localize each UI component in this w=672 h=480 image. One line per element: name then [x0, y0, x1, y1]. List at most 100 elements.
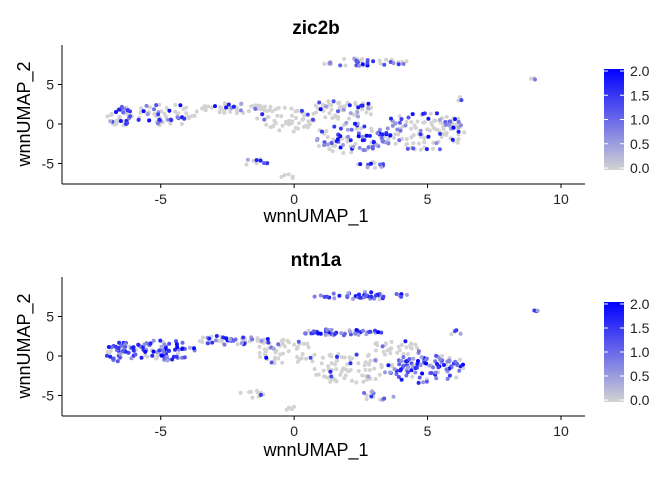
data-point	[365, 165, 370, 170]
data-point	[179, 122, 184, 126]
data-point	[356, 361, 361, 366]
data-point	[381, 350, 386, 354]
data-point	[125, 108, 130, 113]
data-point	[301, 124, 306, 129]
data-point	[354, 352, 359, 357]
data-point	[408, 345, 413, 350]
data-point	[265, 161, 270, 166]
data-point	[377, 58, 382, 63]
data-point	[326, 364, 331, 369]
legend-tick-label: 2.0	[630, 296, 650, 312]
legend-tick-label: 0.0	[630, 160, 650, 176]
data-point	[435, 362, 439, 366]
data-point	[447, 122, 452, 127]
data-point	[342, 355, 347, 360]
data-point	[458, 364, 463, 369]
data-point	[303, 331, 308, 336]
data-point	[410, 374, 415, 379]
data-point	[365, 60, 370, 65]
data-point	[310, 359, 315, 364]
data-point	[532, 308, 537, 313]
data-point	[444, 367, 449, 372]
data-point	[409, 368, 414, 373]
data-point	[404, 119, 409, 124]
data-point	[164, 106, 169, 110]
color-legend: 2.0 1.5 1.0 0.5 0.0	[604, 296, 650, 408]
data-point	[284, 407, 289, 412]
data-point	[258, 355, 263, 359]
data-point	[365, 354, 370, 358]
data-point	[393, 141, 398, 146]
data-point	[449, 332, 454, 337]
data-point	[333, 378, 338, 383]
data-point	[266, 340, 271, 345]
data-point	[435, 111, 439, 116]
data-point	[194, 109, 199, 114]
data-point	[338, 145, 343, 150]
data-point	[444, 133, 449, 137]
data-point	[357, 63, 362, 68]
data-point	[338, 372, 343, 377]
data-point	[406, 365, 411, 370]
data-point	[364, 293, 368, 298]
data-point	[445, 359, 450, 364]
data-point	[404, 59, 409, 64]
data-point	[451, 125, 456, 130]
data-point	[333, 143, 338, 148]
data-point	[293, 125, 298, 130]
data-point	[292, 404, 296, 409]
data-point	[233, 337, 238, 342]
data-point	[239, 341, 244, 346]
data-point	[330, 149, 335, 154]
data-point	[377, 297, 382, 302]
data-point	[123, 342, 128, 347]
data-point	[151, 338, 156, 343]
data-point	[348, 138, 353, 143]
data-point	[433, 118, 438, 123]
legend-tick-label: 2.0	[630, 63, 650, 79]
data-point	[256, 106, 261, 111]
data-point	[290, 176, 295, 181]
scatter-points	[105, 56, 537, 181]
data-point	[383, 370, 387, 375]
data-point	[458, 95, 463, 100]
data-point	[150, 353, 155, 358]
data-point	[305, 341, 310, 346]
data-point	[222, 110, 227, 115]
data-point	[274, 349, 279, 353]
data-point	[382, 396, 387, 401]
data-point	[424, 361, 428, 366]
data-point	[305, 112, 310, 117]
x-tick-label: 5	[424, 191, 432, 207]
data-point	[329, 107, 334, 112]
data-point	[167, 108, 172, 113]
data-point	[175, 115, 180, 120]
data-point	[139, 355, 144, 360]
data-point	[431, 140, 436, 145]
data-point	[255, 388, 259, 393]
data-point	[415, 119, 420, 124]
data-point	[167, 341, 172, 346]
data-point	[222, 342, 227, 347]
data-point	[314, 110, 318, 115]
data-point	[396, 344, 401, 349]
data-point	[378, 61, 383, 66]
data-point	[438, 117, 442, 122]
data-point	[170, 357, 175, 362]
x-tick-label: 5	[424, 423, 432, 439]
data-point	[459, 123, 463, 128]
data-point	[404, 345, 409, 350]
data-point	[437, 147, 442, 152]
data-point	[245, 157, 250, 162]
data-point	[370, 389, 375, 394]
data-point	[347, 329, 352, 334]
data-point	[374, 348, 378, 353]
data-point	[345, 127, 350, 132]
data-point	[366, 145, 371, 150]
data-point	[182, 355, 187, 360]
data-point	[388, 133, 393, 138]
data-point	[136, 117, 141, 122]
data-point	[173, 347, 177, 352]
data-point	[257, 351, 262, 355]
data-point	[174, 339, 178, 344]
